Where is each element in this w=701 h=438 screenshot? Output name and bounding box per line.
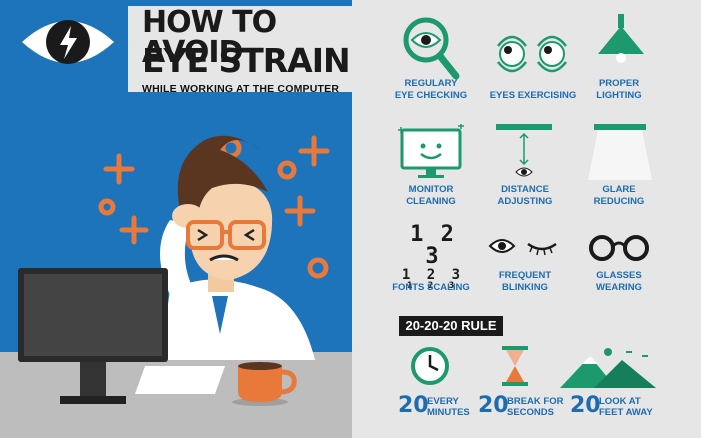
tip-label-glare-reducing: GLARE REDUCING [593, 184, 645, 207]
font-scale-mid: 1 2 3 [401, 267, 465, 283]
hourglass-icon [502, 346, 528, 386]
rule-text-seconds: BREAK FOR SECONDS [507, 396, 564, 418]
subtitle: WHILE WORKING AT THE COMPUTER [142, 83, 340, 95]
title-line-2: EYE STRAIN [142, 41, 351, 80]
tip-label-distance-adjusting: DISTANCE ADJUSTING [497, 184, 553, 207]
tip-label-eye-checking: REGULARY EYE CHECKING [394, 78, 468, 101]
rule-number-seconds: 20 [478, 393, 509, 418]
rule-text-minutes: EVERY MINUTES [427, 396, 470, 418]
illustration-panel: HOW TO AVOID EYE STRAIN WHILE WORKING AT… [0, 0, 352, 438]
rule-number-feet: 20 [570, 393, 601, 418]
decorative-symbols [98, 135, 330, 279]
tip-label-frequent-blinking: FREQUENT BLINKING [498, 270, 552, 293]
lamp-icon [598, 14, 644, 63]
monitor-stand [80, 362, 106, 398]
coffee-mug-icon [232, 362, 297, 406]
stressed-person-illustration [160, 135, 315, 360]
tip-label-proper-lighting: PROPER LIGHTING [596, 78, 642, 101]
font-scale-big: 1 2 3 [410, 222, 456, 269]
clock-icon [411, 347, 449, 385]
title-background [128, 6, 352, 92]
paper-sheet [134, 366, 226, 394]
rotating-eyes-icon [497, 35, 567, 73]
monitor-base [60, 396, 126, 404]
blink-icon [488, 239, 557, 256]
monitor-screen [24, 274, 162, 356]
tip-label-glasses-wearing: GLASSES WEARING [596, 270, 642, 293]
distance-icon [496, 124, 552, 177]
rule-number-minutes: 20 [398, 393, 429, 418]
magnifier-eye-icon [403, 17, 460, 80]
tip-label-eyes-exercising: EYES EXERCISING [489, 90, 577, 101]
mountains-icon [560, 348, 656, 388]
font-scale-icon: 1 2 3 1 2 3 1 2 3 [398, 224, 468, 291]
clean-monitor-icon [398, 124, 464, 178]
desk [0, 352, 352, 438]
title-line-1: HOW TO AVOID [142, 5, 277, 70]
tips-panel [352, 0, 701, 438]
rule-title: 20-20-20 RULE [399, 316, 503, 336]
rule-text-feet: LOOK AT FEET AWAY [599, 396, 653, 418]
eye-logo-icon [22, 20, 114, 64]
tip-label-fonts-scaling: FONTS SCALING [392, 282, 470, 293]
glare-icon [588, 124, 652, 180]
tip-label-monitor-cleaning: MONITOR CLEANING [406, 184, 456, 207]
font-scale-small: 1 2 3 [406, 281, 460, 291]
glasses-icon [589, 235, 649, 261]
